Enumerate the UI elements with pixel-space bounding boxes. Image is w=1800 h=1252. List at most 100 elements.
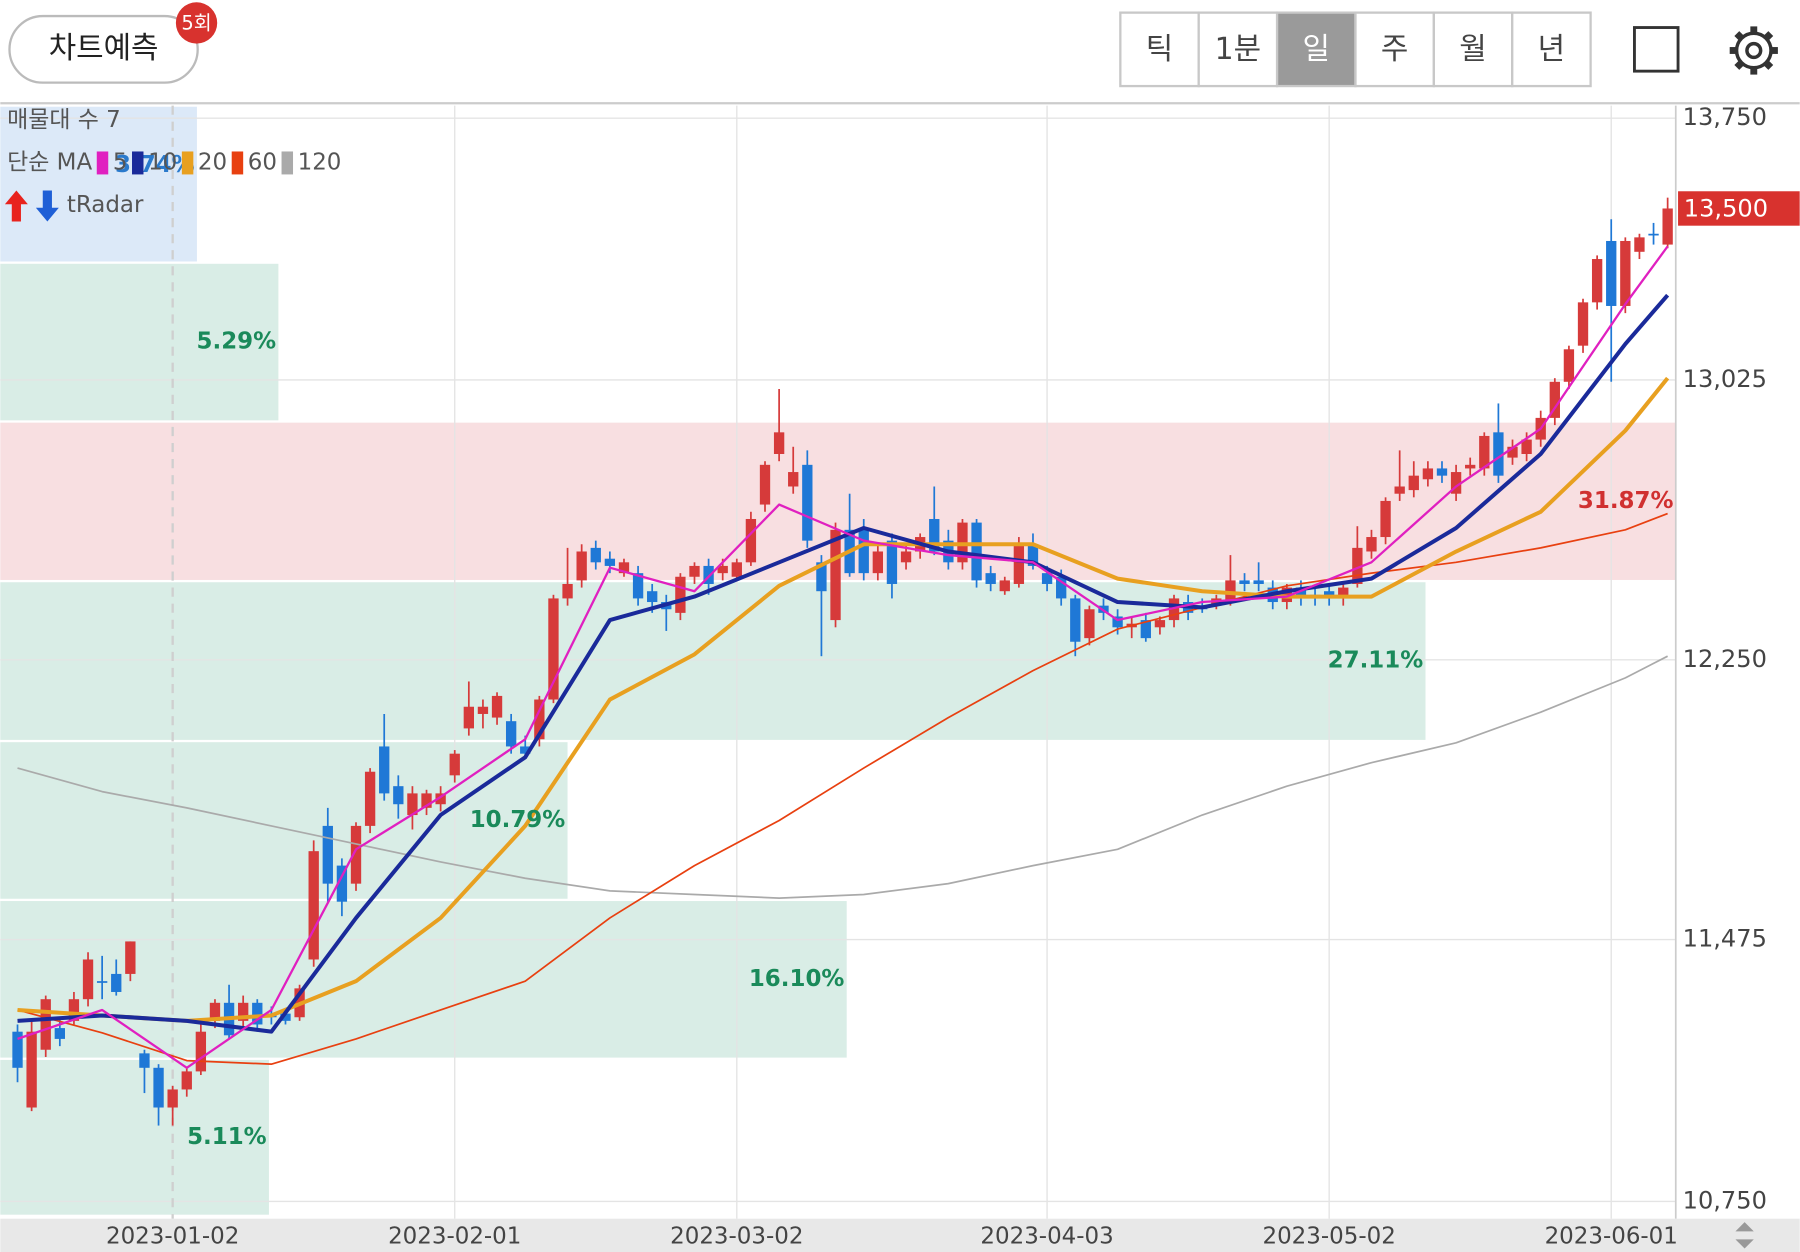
gear-hub: [1745, 41, 1763, 60]
candle-body: [1648, 233, 1659, 236]
tab[interactable]: [1275, 11, 1357, 88]
candle-body: [1338, 587, 1349, 599]
candle-body: [773, 432, 785, 454]
ma-line: [17, 245, 1669, 1069]
period-tabs: 틱 1분 일 주 월 년: [1119, 11, 1592, 88]
settings-icon[interactable]: [1729, 26, 1778, 75]
candle-body: [534, 699, 545, 740]
candle-body: [1380, 500, 1391, 538]
candle-body: [1620, 240, 1631, 306]
x-axis-strip: [0, 1218, 1800, 1252]
candle-body: [1070, 598, 1081, 642]
candle-body: [407, 793, 418, 816]
x-tick-label: 2023-01-02: [106, 1224, 239, 1250]
candle-body: [632, 573, 644, 599]
candle-body: [999, 580, 1010, 592]
legend-swatch: [132, 151, 144, 175]
y-tick-label: 13,025: [1683, 365, 1767, 393]
candle-body: [1563, 349, 1575, 382]
candle-body: [703, 565, 714, 584]
candle-body: [689, 565, 700, 577]
price-tag: [1678, 191, 1800, 226]
candle-body: [477, 706, 489, 714]
candle-body: [181, 1071, 192, 1090]
candle-body: [308, 851, 319, 960]
candle-body: [618, 562, 630, 574]
price-tag-label: 13,500: [1684, 195, 1768, 223]
band-label: 3.74%: [115, 152, 195, 178]
candle-body: [731, 562, 742, 577]
candle-body: [1606, 240, 1617, 306]
candle-body: [1662, 208, 1673, 245]
gear-teeth: [1729, 26, 1778, 75]
candle-body: [111, 973, 122, 992]
candle-body: [1479, 435, 1490, 469]
tab-label: 1분: [1215, 32, 1261, 67]
candle-body: [1112, 616, 1123, 628]
candle-body: [393, 786, 404, 805]
legend-label: 5: [113, 149, 128, 175]
ma-legend: 5 10 20 60 120: [96, 149, 341, 175]
candle-body: [590, 547, 601, 563]
candle-body: [505, 721, 517, 747]
x-tick-label: 2023-02-01: [388, 1224, 521, 1250]
candle-body: [1295, 587, 1307, 599]
x-tick-label: 2023-03-02: [670, 1224, 803, 1250]
candle-body: [971, 522, 982, 581]
band-label: 27.11%: [1328, 648, 1424, 674]
candle-body: [1634, 237, 1645, 252]
checkbox[interactable]: [1633, 26, 1680, 73]
candle-body: [1577, 302, 1589, 346]
candle-body: [167, 1089, 178, 1108]
candle-body: [1154, 620, 1166, 628]
candle-body: [562, 583, 573, 599]
axes: 13,750 13,025 12,250 11,475 10,750 2023-01-02…: [106, 103, 1800, 1250]
candle-body: [40, 999, 51, 1050]
candle-body: [1408, 475, 1419, 491]
candle-body: [548, 598, 559, 700]
candle-body: [12, 1031, 23, 1068]
candle-body: [280, 1013, 291, 1021]
tab[interactable]: [1511, 11, 1592, 88]
band-label: 31.87%: [1578, 488, 1674, 514]
legend-label: 20: [198, 149, 227, 175]
x-tick-label: 2023-04-03: [980, 1224, 1113, 1250]
candles: [12, 197, 1673, 1126]
candle-body: [125, 941, 136, 974]
candle-body: [463, 706, 474, 729]
candle-body: [1366, 537, 1377, 552]
band-label: 5.29%: [197, 329, 277, 355]
candle-body: [195, 1031, 207, 1072]
candle-body: [68, 999, 80, 1021]
candle-body: [520, 746, 531, 754]
candle-body: [1507, 446, 1518, 458]
candle-body: [491, 695, 503, 718]
candle-body: [1493, 432, 1504, 476]
candle-body: [209, 1002, 221, 1021]
candle-body: [336, 865, 348, 902]
scroll-up[interactable]: [1735, 1222, 1754, 1232]
candle-body: [1549, 381, 1560, 418]
predict-button[interactable]: [8, 14, 199, 84]
candle-body: [858, 529, 869, 574]
candle-body: [1084, 609, 1095, 639]
tab[interactable]: [1197, 11, 1279, 88]
candle-body: [1253, 580, 1264, 584]
candle-body: [1465, 464, 1476, 469]
ma-legend-label: 단순 MA: [7, 149, 92, 175]
candle-body: [1140, 620, 1151, 639]
tab-label: 일: [1303, 32, 1330, 67]
volume-band: [0, 1059, 269, 1215]
tab[interactable]: [1432, 11, 1514, 88]
volume-profile-legend: 매물대 수 7: [7, 107, 121, 133]
moving-averages: [17, 245, 1670, 1069]
band-label: 16.10%: [749, 966, 845, 992]
candle-body: [350, 825, 362, 884]
volume-band: [0, 106, 197, 262]
volume-band: [0, 263, 279, 421]
scroll-down[interactable]: [1735, 1239, 1754, 1249]
tab[interactable]: [1354, 11, 1435, 88]
volume-band: [0, 742, 568, 899]
candle-body: [54, 1028, 65, 1039]
